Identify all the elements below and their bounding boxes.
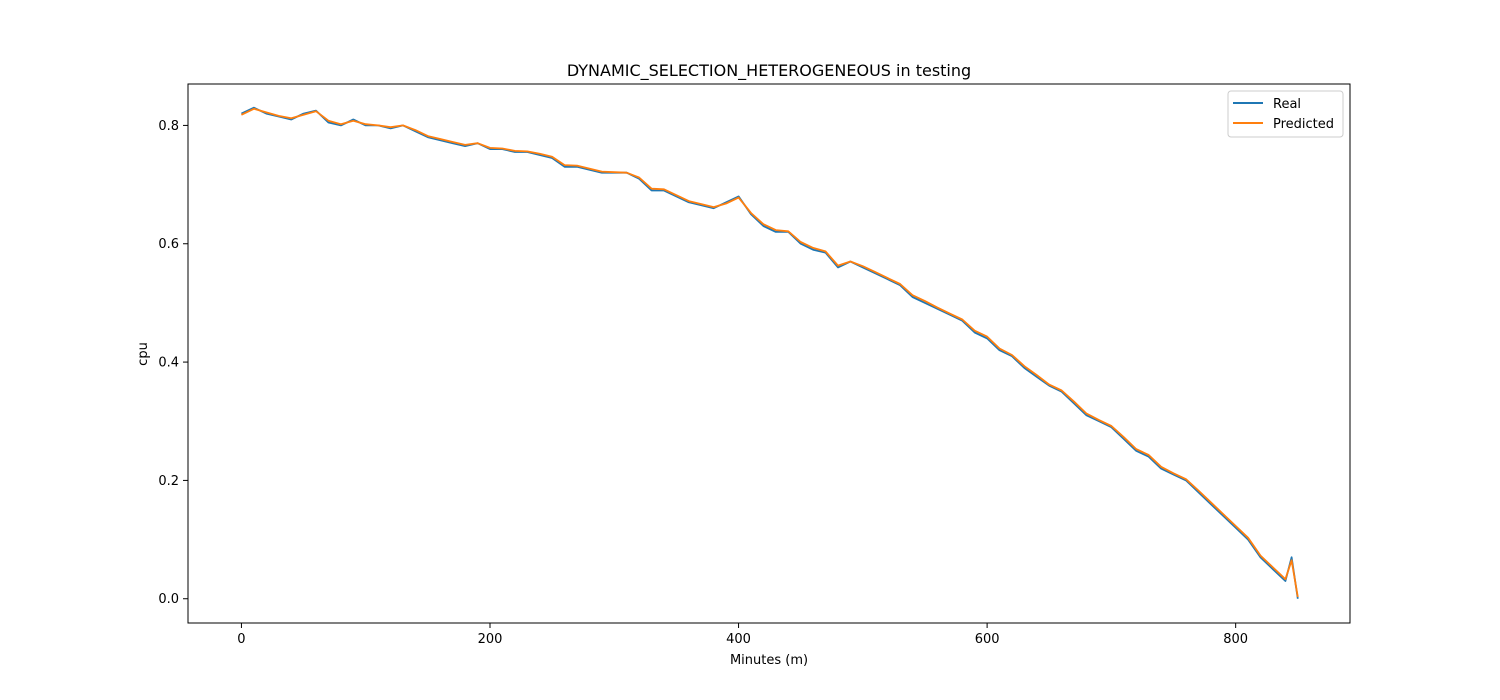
y-tick-label: 0.0: [158, 592, 179, 607]
y-axis: 0.0 0.2 0.4 0.6 0.8: [158, 119, 188, 607]
x-tick-label: 200: [478, 632, 503, 647]
x-tick-label: 800: [1223, 632, 1248, 647]
y-tick-label: 0.6: [158, 237, 179, 252]
axes-frame: [187, 83, 1351, 624]
y-tick-label: 0.2: [158, 474, 179, 489]
x-axis-label: Minutes (m): [730, 653, 808, 668]
series-line-predicted: [241, 107, 1299, 598]
legend-label-predicted: Predicted: [1273, 117, 1334, 132]
y-tick-label: 0.8: [158, 119, 179, 134]
x-tick-label: 0: [237, 632, 245, 647]
x-tick-label: 400: [726, 632, 751, 647]
x-tick-label: 600: [975, 632, 1000, 647]
x-axis: 0 200 400 600 800: [237, 623, 1248, 647]
chart-title: DYNAMIC_SELECTION_HETEROGENEOUS in testi…: [567, 61, 971, 81]
y-axis-label: cpu: [136, 342, 151, 366]
y-tick-label: 0.4: [158, 356, 179, 371]
plot-area: [241, 106, 1299, 599]
series-line-real: [241, 106, 1299, 599]
legend: Real Predicted: [1227, 90, 1344, 138]
legend-label-real: Real: [1273, 97, 1301, 112]
